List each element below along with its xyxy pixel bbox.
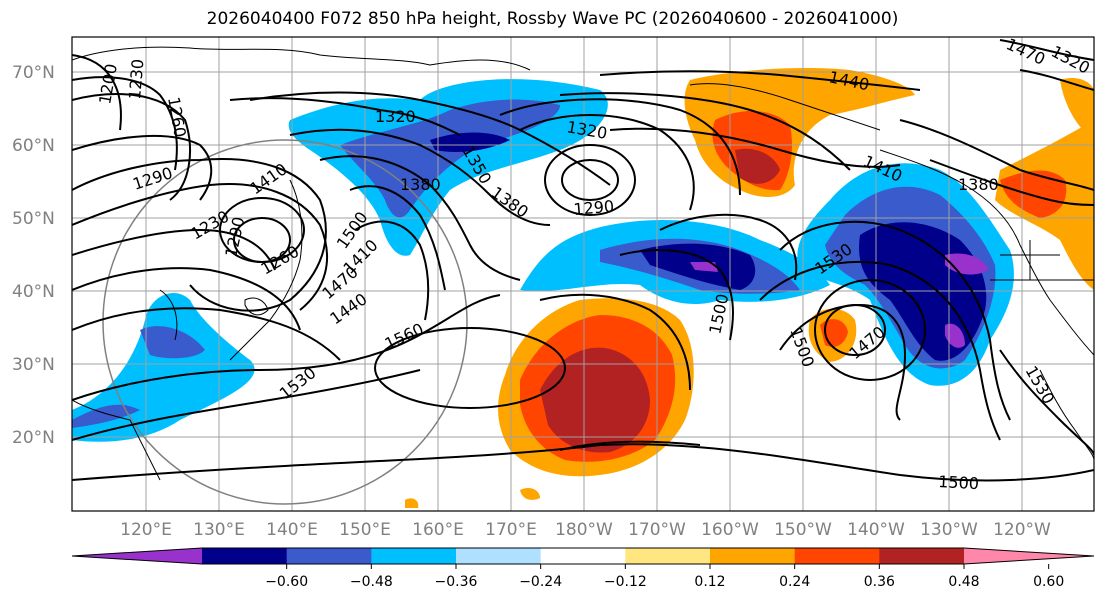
lon-label: 150°W (774, 520, 832, 540)
lon-label: 150°E (339, 520, 391, 540)
lon-label: 120°W (993, 520, 1051, 540)
colorbar-segment (710, 548, 796, 564)
lon-label: 180°W (555, 520, 613, 540)
colorbar-segment (456, 548, 542, 564)
colorbar-segment (540, 548, 626, 564)
colorbar-tick-label: 0.24 (779, 574, 810, 590)
colorbar-segment (794, 548, 880, 564)
colorbar-segment (202, 548, 288, 564)
colorbar-tick-label: −0.60 (265, 574, 308, 590)
lat-label: 30°N (12, 355, 55, 375)
colorbar-tick-label: 0.60 (1033, 574, 1064, 590)
colorbar: −0.60 −0.48 −0.36 −0.24 −0.12 0.12 0.24 0.36 0.4… (71, 547, 1095, 590)
map-frame (71, 36, 1095, 512)
colorbar-extend-high (964, 548, 1094, 564)
colorbar-tick-label: −0.48 (350, 574, 393, 590)
colorbar-tick-label: 0.12 (694, 574, 725, 590)
latitude-labels: 70°N 60°N 50°N 40°N 30°N 20°N (12, 63, 55, 448)
lon-label: 160°W (701, 520, 759, 540)
lat-label: 40°N (12, 282, 55, 302)
lat-label: 20°N (12, 428, 55, 448)
colorbar-tick-label: −0.24 (519, 574, 562, 590)
colorbar-tick-label: 0.48 (948, 574, 979, 590)
lon-label: 120°E (120, 520, 172, 540)
contour-label: 1230 (125, 58, 147, 100)
reference-circle (102, 139, 468, 505)
lon-label: 130°W (920, 520, 978, 540)
colorbar-tick-label: −0.36 (435, 574, 478, 590)
colorbar-tick-label: 0.36 (864, 574, 895, 590)
lat-label: 50°N (12, 209, 55, 229)
lon-label: 140°W (847, 520, 905, 540)
longitude-labels: 120°E 130°E 140°E 150°E 160°E 170°E 180°… (120, 520, 1051, 540)
anomaly-shading (72, 68, 1094, 508)
coastlines (72, 46, 1094, 481)
colorbar-segment (879, 548, 965, 564)
lon-label: 160°E (412, 520, 464, 540)
contour-label: 1290 (573, 197, 615, 219)
height-contours (72, 39, 1094, 482)
colorbar-outline (71, 547, 1095, 565)
map-title: 2026040400 F072 850 hPa height, Rossby W… (206, 9, 899, 29)
lon-label: 130°E (193, 520, 245, 540)
lat-label: 70°N (12, 63, 55, 83)
lon-label: 170°W (628, 520, 686, 540)
lon-label: 170°E (485, 520, 537, 540)
colorbar-segment (286, 548, 372, 564)
lon-label: 140°E (266, 520, 318, 540)
contour-label: 1380 (958, 175, 999, 194)
contour-label: 1500 (938, 472, 980, 493)
lat-label: 60°N (12, 136, 55, 156)
colorbar-extend-low (72, 548, 202, 564)
colorbar-segment (625, 548, 711, 564)
colorbar-tick-label: −0.12 (604, 574, 647, 590)
colorbar-segment (371, 548, 457, 564)
contour-label: 1380 (400, 175, 441, 194)
contour-label: 1320 (375, 107, 416, 126)
